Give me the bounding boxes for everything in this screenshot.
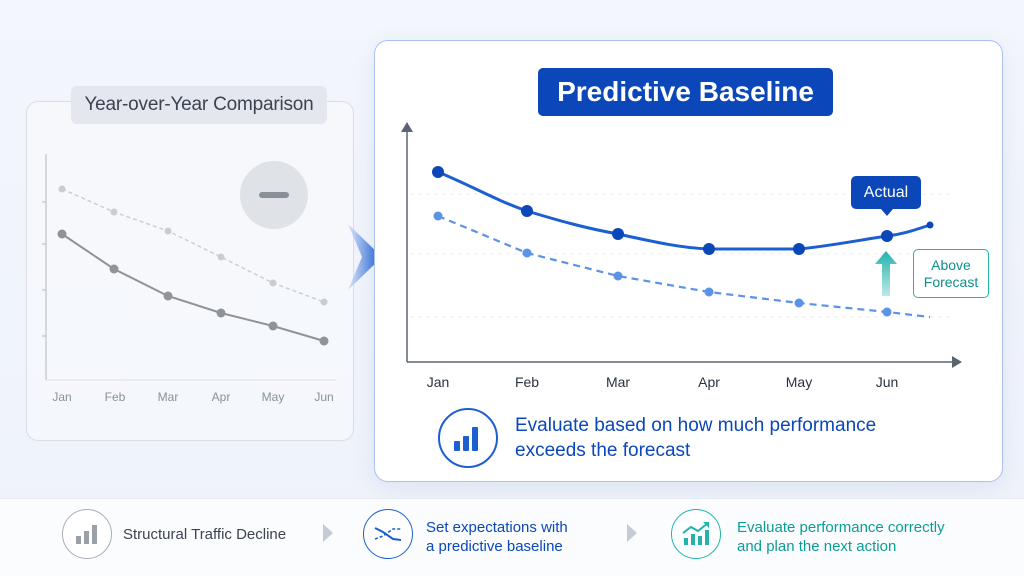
yoy-tick-feb: Feb [104,390,126,404]
predictive-tick-may: May [785,374,813,390]
yoy-tick-jun: Jun [314,390,334,404]
predictive-chart [401,122,962,368]
trend-up-chart-icon [671,509,721,559]
bar-chart-icon [438,408,498,468]
yoy-tick-mar: Mar [157,390,179,404]
process-strip [0,498,1024,576]
yoy-title: Year-over-Year Comparison [71,86,327,124]
predictive-tick-apr: Apr [698,374,720,390]
yoy-panel [26,101,354,441]
up-arrow-icon [875,251,897,296]
yoy-tick-apr: Apr [211,390,231,404]
yoy-prev-year-line [61,188,325,303]
evaluation-text: Evaluate based on how much performance e… [515,413,935,463]
above-forecast-label: Above Forecast [913,249,989,298]
above-forecast-line1: Above [931,256,971,273]
evaluation-line2: exceeds the forecast [515,440,691,461]
yoy-chart [42,154,336,381]
crossing-lines-icon [363,509,413,559]
yoy-current-year-line [61,233,325,342]
minus-icon [240,161,308,229]
transition-arrow-icon [348,224,382,290]
step-evaluate-line1: Evaluate performance correctly [737,519,945,536]
forecast-line [437,214,931,319]
predictive-tick-mar: Mar [605,374,631,390]
step-evaluate-performance: Evaluate performance correctly and plan … [737,518,945,556]
step-predictive-line2: a predictive baseline [426,538,563,555]
evaluation-line1: Evaluate based on how much performance [515,415,877,436]
predictive-tick-feb: Feb [514,374,540,390]
chevron-right-icon [323,524,333,542]
actual-label: Actual [851,176,921,216]
bar-chart-icon [62,509,112,559]
chevron-right-icon [627,524,637,542]
step-structural-decline: Structural Traffic Decline [123,526,287,543]
yoy-tick-jan: Jan [52,390,72,404]
predictive-tick-jun: Jun [875,374,899,390]
predictive-tick-jan: Jan [426,374,450,390]
step-predictive-line1: Set expectations with [426,519,568,536]
step-predictive-baseline: Set expectations with a predictive basel… [426,518,568,556]
yoy-tick-may: May [261,390,285,404]
step-evaluate-line2: and plan the next action [737,538,897,555]
predictive-title: Predictive Baseline [538,68,833,116]
above-forecast-line2: Forecast [923,273,979,290]
